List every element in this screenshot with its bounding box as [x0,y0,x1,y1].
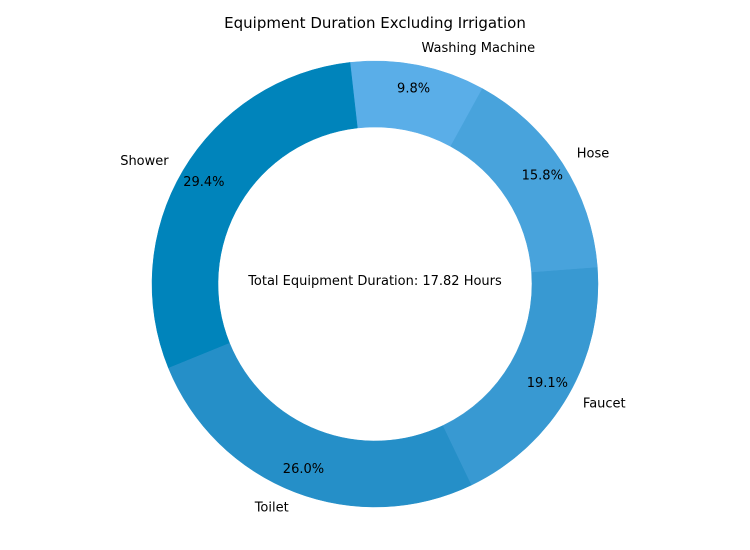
slice-label-washing-machine: Washing Machine [422,41,536,56]
labels-group: Washing Machine 9.8% Shower 29.4% Toilet 26.0… [120,41,625,515]
center-total-label: Total Equipment Duration: 17.82 Hours [247,274,502,289]
chart-title: Equipment Duration Excluding Irrigation [224,14,526,32]
slice-hose [450,88,598,273]
slice-pct-washing-machine: 9.8% [397,81,430,96]
slice-faucet [442,266,599,486]
slice-shower [151,62,358,369]
slice-pct-hose: 15.8% [522,169,563,184]
slice-toilet [168,342,472,508]
slice-label-toilet: Toilet [254,500,289,515]
slice-label-shower: Shower [120,154,169,169]
slice-label-hose: Hose [577,147,610,162]
slices-group [151,60,599,508]
slice-pct-faucet: 19.1% [527,376,568,391]
slice-pct-toilet: 26.0% [283,462,324,477]
slice-label-faucet: Faucet [583,396,626,411]
slice-pct-shower: 29.4% [183,175,224,190]
